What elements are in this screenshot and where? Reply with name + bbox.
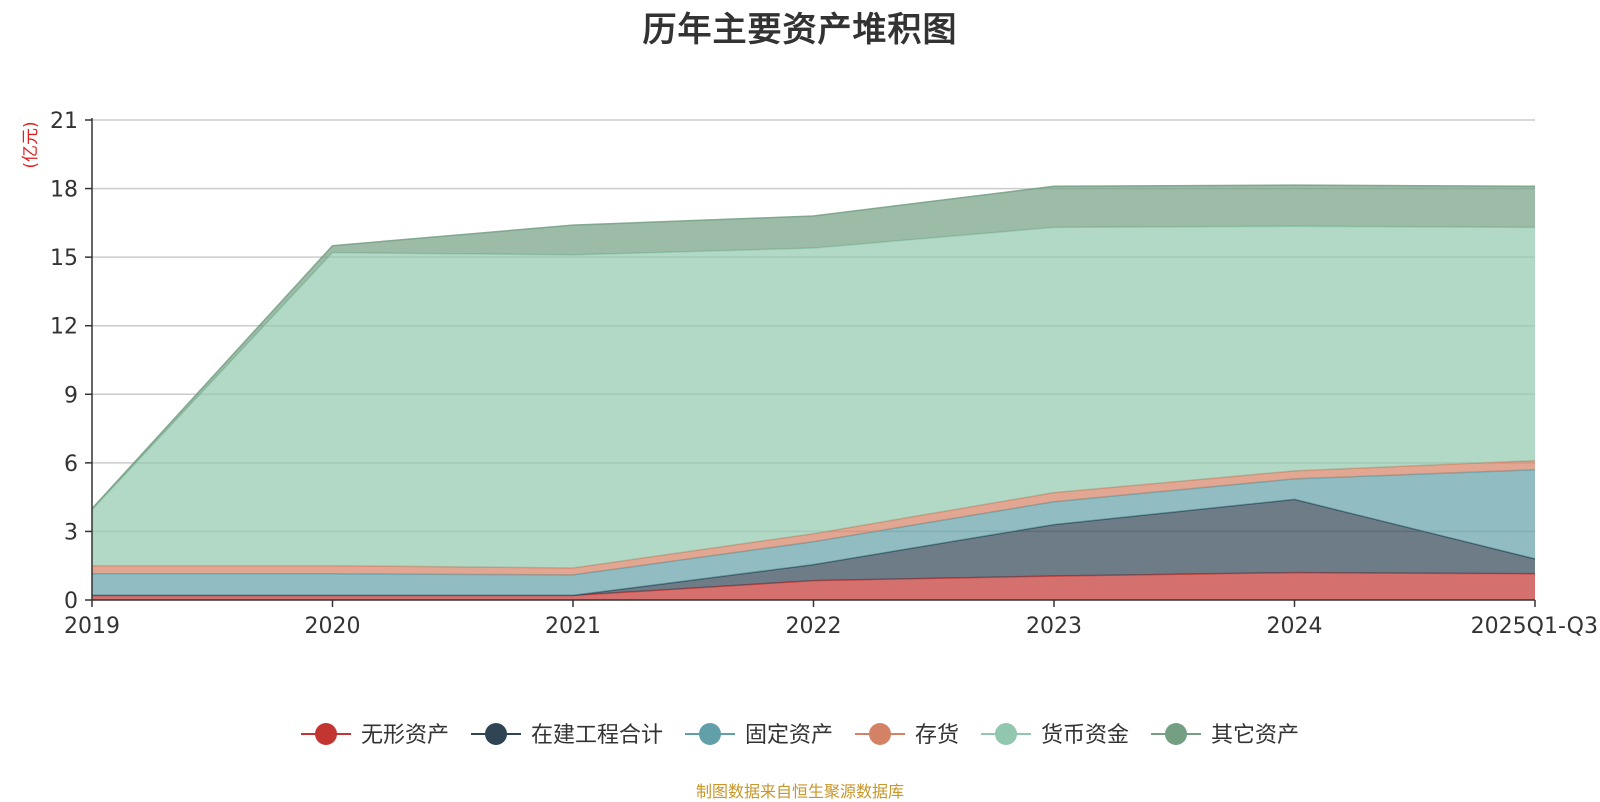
x-tick-label: 2023 [1026, 614, 1082, 639]
legend-marker [315, 723, 337, 745]
x-tick-label: 2024 [1267, 614, 1323, 639]
chart-title: 历年主要资产堆积图 [642, 10, 958, 50]
legend-label: 存货 [915, 723, 959, 748]
x-tick-label: 2025Q1-Q3 [1471, 614, 1598, 639]
area-series-1 [92, 499, 1535, 596]
legend-item: 存货 [855, 723, 959, 748]
x-tick-label: 2021 [545, 614, 601, 639]
legend-item: 无形资产 [301, 723, 449, 748]
x-tick-label: 2020 [305, 614, 361, 639]
legend: 无形资产 在建工程合计 固定资产 存货 货币资金 其它资产 [301, 723, 1299, 748]
y-tick-label: 0 [64, 589, 78, 614]
source-note: 制图数据来自恒生聚源数据库 [695, 782, 904, 801]
y-tick-label: 6 [64, 452, 78, 477]
y-axis-unit-label: (亿元) [21, 121, 41, 168]
legend-item: 在建工程合计 [471, 723, 663, 748]
area-series-5 [92, 185, 1535, 510]
y-tick-label: 3 [64, 520, 78, 545]
y-tick-label: 9 [64, 383, 78, 408]
x-tick-label: 2022 [786, 614, 842, 639]
y-tick-label: 18 [50, 178, 78, 203]
legend-item: 货币资金 [981, 723, 1129, 748]
legend-label: 在建工程合计 [531, 723, 663, 748]
legend-label: 其它资产 [1211, 723, 1299, 748]
legend-marker [869, 723, 891, 745]
legend-item: 固定资产 [685, 723, 833, 748]
y-tick-label: 12 [50, 315, 78, 340]
legend-item: 其它资产 [1151, 723, 1299, 748]
axis-layer: 0 3 6 9 12 15 18 21 2019 2020 2021 2022 2023 2024 2025… [50, 109, 1598, 639]
area-series-2 [92, 469, 1535, 596]
legend-label: 无形资产 [361, 723, 449, 748]
area-layer [91, 184, 1536, 600]
legend-label: 固定资产 [745, 723, 833, 748]
legend-marker [995, 723, 1017, 745]
y-tick-label: 15 [50, 246, 78, 271]
y-tick-label: 21 [50, 109, 78, 134]
area-series-0 [92, 572, 1535, 600]
area-series-3 [92, 460, 1535, 575]
legend-marker [699, 723, 721, 745]
x-tick-label: 2019 [64, 614, 120, 639]
area-series-line-5 [91, 184, 1536, 510]
legend-marker [1165, 723, 1187, 745]
area-series-4 [92, 226, 1535, 569]
legend-marker [485, 723, 507, 745]
legend-label: 货币资金 [1041, 723, 1129, 748]
